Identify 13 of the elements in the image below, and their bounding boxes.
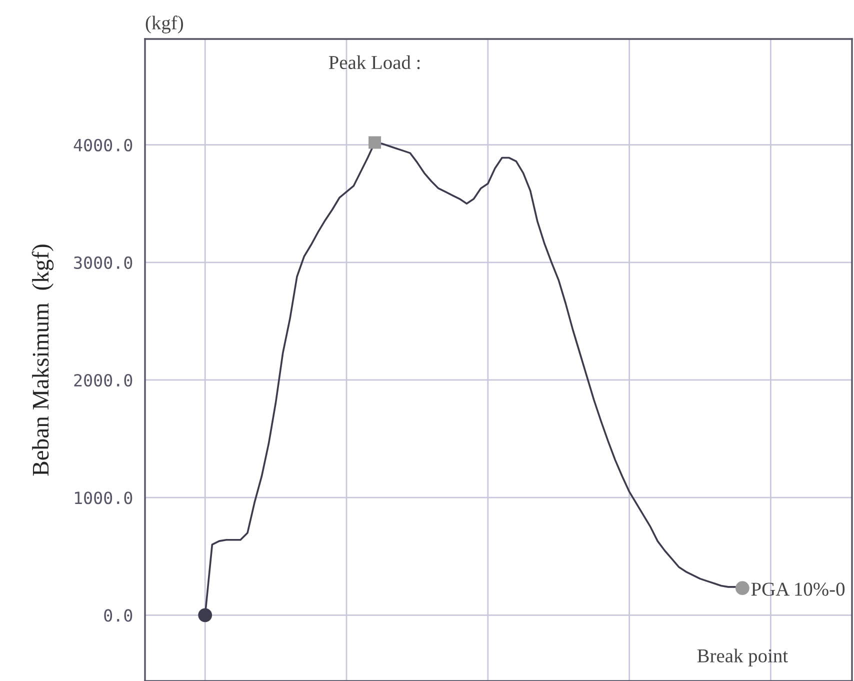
annotation: Break point [697,648,788,666]
point [198,608,212,622]
y-tick-label: 3000.0 [74,256,132,270]
annotation: Peak Load : [328,55,420,70]
annotation: PGA 10%-0 [751,582,845,596]
y-tick-label: 1000.0 [74,492,132,504]
point [735,581,750,596]
y-tick-label: 0.0 [104,609,132,622]
y-axis-title: Beban Maksimum (kgf) [32,244,54,476]
point [368,136,382,149]
y-tick-label: 2000.0 [74,374,132,387]
y-tick-label: 4000.0 [74,138,132,152]
text: (kgf) [146,16,184,34]
